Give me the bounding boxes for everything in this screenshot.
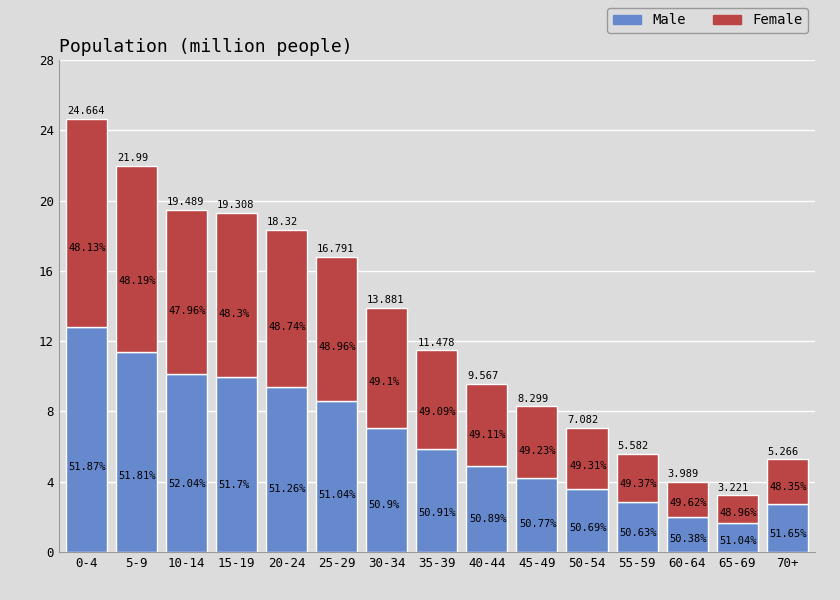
Bar (216, 213, 257, 377)
Legend: Male, Female: Male, Female (607, 8, 808, 33)
Text: 50.91%: 50.91% (419, 508, 456, 518)
Text: 48.3%: 48.3% (218, 310, 249, 319)
Text: 48.35%: 48.35% (769, 482, 806, 492)
Bar (566, 428, 607, 489)
Text: 48.74%: 48.74% (269, 322, 306, 332)
Bar (417, 350, 457, 449)
Text: 49.11%: 49.11% (469, 430, 507, 440)
Text: 51.26%: 51.26% (269, 484, 306, 494)
Bar (667, 482, 707, 517)
Bar (316, 401, 357, 552)
Text: 7.082: 7.082 (568, 415, 599, 425)
Bar (466, 384, 507, 466)
Text: 49.1%: 49.1% (369, 377, 400, 388)
Text: 24.664: 24.664 (67, 106, 104, 116)
Text: 3.221: 3.221 (717, 483, 749, 493)
Text: 11.478: 11.478 (417, 338, 454, 347)
Bar (266, 230, 307, 387)
Text: 49.23%: 49.23% (519, 446, 556, 455)
Bar (66, 119, 107, 327)
Text: 51.87%: 51.87% (68, 461, 106, 472)
Text: 8.299: 8.299 (517, 394, 549, 404)
Bar (767, 460, 808, 504)
Text: 50.63%: 50.63% (619, 528, 657, 538)
Text: Population (million people): Population (million people) (59, 38, 353, 56)
Bar (366, 428, 407, 552)
Text: 52.04%: 52.04% (169, 479, 206, 489)
Text: 49.31%: 49.31% (569, 461, 606, 470)
Bar (566, 489, 607, 552)
Bar (466, 466, 507, 552)
Text: 48.96%: 48.96% (719, 508, 757, 518)
Text: 9.567: 9.567 (467, 371, 499, 381)
Bar (667, 517, 707, 552)
Text: 51.81%: 51.81% (118, 471, 156, 481)
Text: 5.582: 5.582 (617, 441, 648, 451)
Text: 48.19%: 48.19% (118, 276, 156, 286)
Bar (366, 308, 407, 428)
Bar (66, 327, 107, 552)
Bar (767, 504, 808, 552)
Bar (116, 352, 157, 552)
Text: 16.791: 16.791 (318, 244, 354, 254)
Text: 50.69%: 50.69% (569, 523, 606, 533)
Bar (216, 377, 257, 552)
Bar (517, 478, 558, 552)
Bar (166, 209, 207, 374)
Bar (717, 523, 758, 552)
Bar (316, 257, 357, 401)
Text: 51.04%: 51.04% (318, 490, 356, 500)
Text: 48.96%: 48.96% (318, 341, 356, 352)
Bar (617, 454, 658, 502)
Bar (717, 496, 758, 523)
Text: 51.04%: 51.04% (719, 536, 757, 546)
Text: 21.99: 21.99 (117, 153, 148, 163)
Bar (417, 449, 457, 552)
Text: 51.65%: 51.65% (769, 529, 806, 539)
Bar (166, 374, 207, 552)
Text: 5.266: 5.266 (768, 447, 799, 457)
Bar (617, 502, 658, 552)
Bar (116, 166, 157, 352)
Text: 51.7%: 51.7% (218, 481, 249, 490)
Text: 50.89%: 50.89% (469, 514, 507, 524)
Bar (517, 406, 558, 478)
Text: 19.308: 19.308 (217, 200, 255, 210)
Text: 47.96%: 47.96% (169, 307, 206, 316)
Text: 18.32: 18.32 (267, 217, 298, 227)
Text: 50.9%: 50.9% (369, 500, 400, 510)
Text: 19.489: 19.489 (167, 197, 204, 207)
Text: 49.62%: 49.62% (669, 499, 706, 508)
Text: 49.37%: 49.37% (619, 479, 657, 489)
Bar (266, 387, 307, 552)
Text: 13.881: 13.881 (367, 295, 405, 305)
Text: 3.989: 3.989 (668, 469, 699, 479)
Text: 50.77%: 50.77% (519, 519, 556, 529)
Text: 48.13%: 48.13% (68, 243, 106, 253)
Text: 49.09%: 49.09% (419, 407, 456, 416)
Text: 50.38%: 50.38% (669, 533, 706, 544)
